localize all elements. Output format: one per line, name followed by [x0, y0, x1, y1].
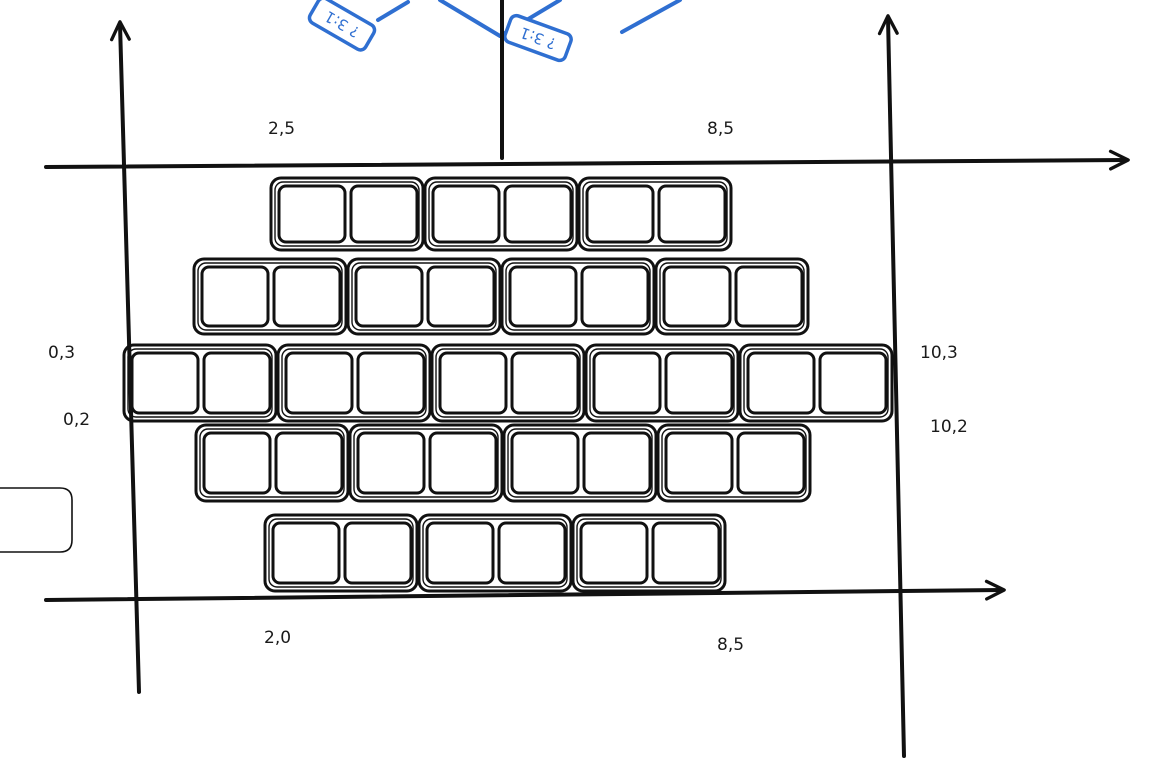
block-cell — [746, 351, 816, 415]
block-cell — [272, 265, 342, 328]
block-unit — [348, 423, 504, 503]
block-unit — [423, 176, 579, 252]
label-left-upper: 0,3 — [48, 343, 75, 363]
blue-tag-left: ? 3:1 — [307, 0, 377, 52]
label-right-lower: 10,2 — [930, 417, 968, 437]
axes — [44, 0, 1130, 758]
block-unit-inner-outline — [353, 428, 499, 498]
block-cell — [274, 431, 344, 495]
bottom-horizontal-axis — [44, 579, 1006, 602]
label-bottom-right: 8,5 — [717, 635, 744, 655]
block-unit-inner-outline — [268, 518, 414, 588]
block-unit — [417, 513, 573, 593]
block-unit-inner-outline — [505, 262, 651, 331]
block-cell — [657, 184, 727, 244]
block-cell — [508, 265, 578, 328]
block-unit — [430, 343, 586, 423]
block-unit-inner-outline — [576, 518, 722, 588]
label-top-right: 8,5 — [707, 119, 734, 139]
block-unit-inner-outline — [199, 428, 345, 498]
coordinate-labels: 2,5 8,5 0,3 0,2 10,3 10,2 2,0 8,5 — [48, 119, 968, 655]
block-cell — [510, 351, 580, 415]
label-left-lower: 0,2 — [63, 410, 90, 430]
block-unit — [192, 257, 348, 336]
block-unit-inner-outline — [582, 181, 728, 247]
block-cell — [736, 431, 806, 495]
left-vertical-axis — [109, 20, 141, 694]
block-unit-inner-outline — [659, 262, 805, 331]
block-cell — [271, 521, 341, 585]
label-bottom-left: 2,0 — [264, 628, 291, 648]
block-cell — [431, 184, 501, 244]
block-unit-inner-outline — [274, 181, 420, 247]
block-cell — [818, 351, 888, 415]
block-cell — [734, 265, 804, 328]
edge-box — [0, 487, 73, 553]
block-unit-inner-outline — [127, 348, 273, 418]
blue-tag-right: ? 3:1 — [503, 13, 573, 63]
block-unit-inner-outline — [281, 348, 427, 418]
block-unit — [122, 343, 278, 423]
block-cell — [438, 351, 508, 415]
block-unit-inner-outline — [507, 428, 653, 498]
block-cell — [664, 351, 734, 415]
block-cell — [582, 431, 652, 495]
block-cell — [425, 521, 495, 585]
block-cell — [510, 431, 580, 495]
block-unit-inner-outline — [589, 348, 735, 418]
right-vertical-axis — [877, 14, 906, 758]
block-unit-inner-outline — [435, 348, 581, 418]
block-cell — [580, 265, 650, 328]
block-unit-inner-outline — [428, 181, 574, 247]
block-cell — [354, 265, 424, 328]
block-cell — [428, 431, 498, 495]
block-grid — [122, 176, 894, 593]
block-unit-inner-outline — [197, 262, 343, 331]
blue-sketch: ? 3:1 ? 3:1 — [307, 0, 682, 63]
block-unit — [738, 343, 894, 423]
block-cell — [130, 351, 200, 415]
block-cell — [651, 521, 721, 585]
block-cell — [592, 351, 662, 415]
block-unit — [571, 513, 727, 593]
block-cell — [664, 431, 734, 495]
block-cell — [343, 521, 413, 585]
label-right-upper: 10,3 — [920, 343, 958, 363]
block-unit — [577, 176, 733, 252]
block-cell — [356, 431, 426, 495]
block-cell — [202, 431, 272, 495]
block-unit — [194, 423, 350, 503]
block-cell — [662, 265, 732, 328]
block-cell — [497, 521, 567, 585]
block-unit — [654, 257, 810, 336]
block-unit-inner-outline — [743, 348, 889, 418]
block-cell — [277, 184, 347, 244]
block-unit — [502, 423, 658, 503]
block-unit — [269, 176, 425, 252]
top-horizontal-axis — [44, 149, 1130, 171]
block-cell — [349, 184, 419, 244]
block-cell — [579, 521, 649, 585]
block-cell — [202, 351, 272, 415]
block-unit — [263, 513, 419, 593]
label-top-left: 2,5 — [268, 119, 295, 139]
block-unit — [500, 257, 656, 336]
block-unit — [584, 343, 740, 423]
block-cell — [503, 184, 573, 244]
block-unit-inner-outline — [661, 428, 807, 498]
block-cell — [200, 265, 270, 328]
block-cell — [426, 265, 496, 328]
block-unit — [276, 343, 432, 423]
block-unit-inner-outline — [351, 262, 497, 331]
block-unit-inner-outline — [422, 518, 568, 588]
block-cell — [284, 351, 354, 415]
block-cell — [585, 184, 655, 244]
block-cell — [356, 351, 426, 415]
block-unit — [656, 423, 812, 503]
block-unit — [346, 257, 502, 336]
